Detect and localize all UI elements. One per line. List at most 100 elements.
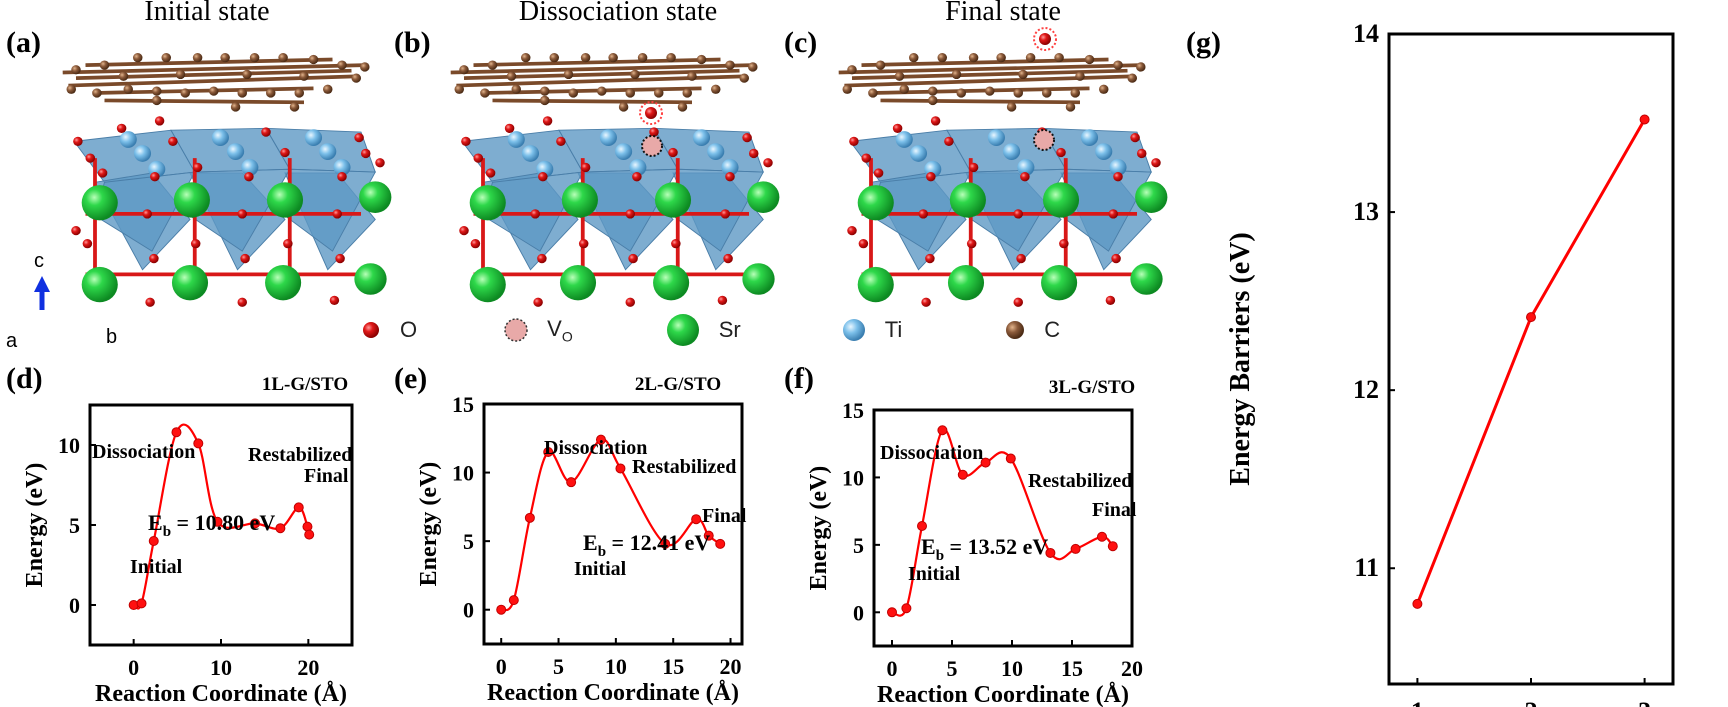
data-point — [887, 607, 897, 618]
data-point — [1639, 114, 1650, 125]
panel-letter-a: (a) — [6, 26, 41, 59]
x-tick-label: 0 — [496, 654, 507, 679]
y-tick-label: 5 — [853, 533, 864, 558]
data-point — [691, 514, 702, 525]
legend-label-vo: VO — [547, 315, 573, 345]
crystal-axes-indicator — [34, 276, 50, 310]
x-tick-label: 20 — [1121, 656, 1143, 681]
x-tick-label: 5 — [553, 654, 564, 679]
oxygen-atom-icon — [363, 322, 379, 338]
data-point — [304, 529, 315, 540]
legend-item-ti: Ti — [841, 317, 903, 343]
data-point — [148, 536, 159, 546]
y-tick-label: 10 — [842, 465, 864, 490]
panel-letter-g: (g) — [1186, 26, 1221, 59]
label-initial: Initial — [574, 558, 627, 580]
y-tick-label: 10 — [452, 461, 474, 486]
label-final: Final — [304, 465, 349, 487]
legend-item-c: C — [1004, 317, 1060, 343]
vacancy-icon — [504, 318, 528, 342]
state-title-dissociation: Dissociation state — [518, 0, 718, 27]
data-point — [524, 512, 535, 523]
chart-title: 2L-G/STO — [635, 374, 721, 395]
data-point — [595, 434, 606, 445]
y-tick-label: 15 — [452, 392, 474, 417]
data-point — [615, 463, 626, 474]
vacancy-marker-b — [641, 135, 663, 157]
state-title-initial: Initial state — [144, 0, 270, 27]
data-point — [1070, 543, 1081, 554]
data-point — [508, 595, 519, 606]
x-axis-label: Reaction Coordinate (Å) — [95, 681, 347, 707]
data-point — [566, 477, 577, 488]
y-tick-label: 5 — [463, 529, 474, 554]
plot-frame — [872, 408, 1134, 648]
x-axis-label: Reaction Coordinate (Å) — [877, 682, 1129, 707]
y-tick-label: 0 — [463, 598, 474, 623]
label-final: Final — [702, 505, 747, 527]
x-tick-label: 2 — [1525, 697, 1538, 707]
label-dissociation: Dissociation — [880, 442, 983, 464]
data-point — [957, 469, 968, 480]
x-tick-label: 1 — [1411, 697, 1424, 707]
vacancy-marker-c — [1033, 129, 1055, 151]
x-tick-label: 15 — [662, 654, 684, 679]
chart-title: 1L-G/STO — [262, 374, 348, 395]
label-energy-barrier: Eb = 10.80 eV — [148, 510, 275, 540]
data-point — [937, 425, 948, 436]
data-point — [917, 520, 927, 531]
chart-g: 12311121314Number of Graphene LayersEner… — [1225, 19, 1675, 707]
label-energy-barrier: Eb = 13.52 eV — [921, 534, 1048, 564]
data-point — [496, 604, 507, 615]
x-tick-label: 0 — [128, 655, 139, 680]
titanium-atom-icon — [842, 319, 865, 341]
plot-frame — [1387, 32, 1675, 686]
axis-label-a: a — [6, 330, 18, 352]
legend-item-o: O — [360, 317, 417, 343]
y-tick-label: 5 — [69, 513, 80, 538]
data-point — [1412, 598, 1423, 609]
data-point — [703, 530, 714, 541]
data-point — [715, 538, 726, 549]
y-tick-label: 10 — [58, 433, 80, 458]
data-point — [136, 598, 147, 609]
data-point — [250, 518, 261, 529]
data-point — [275, 523, 286, 534]
x-tick-label: 10 — [1001, 656, 1023, 681]
plot-frame — [482, 402, 744, 646]
x-tick-label: 20 — [297, 655, 319, 680]
data-point — [1005, 453, 1016, 464]
data-point — [1097, 531, 1107, 542]
x-axis-label: Reaction Coordinate (Å) — [487, 680, 739, 706]
data-point — [660, 538, 671, 549]
legend-label-sr: Sr — [718, 317, 741, 342]
label-initial: Initial — [130, 556, 183, 578]
y-tick-label: 11 — [1354, 553, 1379, 582]
data-point — [171, 427, 182, 438]
label-restabilized: Restabilized — [248, 444, 352, 466]
crystal-structures — [34, 27, 1170, 310]
x-tick-label: 10 — [605, 654, 627, 679]
data-point — [1107, 541, 1118, 552]
axis-label-b: b — [106, 326, 118, 348]
label-restabilized: Restabilized — [1028, 470, 1132, 492]
x-tick-label: 20 — [720, 654, 742, 679]
y-axis-label: Energy Barriers (eV) — [1225, 232, 1256, 485]
x-tick-label: 15 — [1061, 656, 1083, 681]
legend-label-o: O — [400, 317, 418, 342]
legend-label-ti: Ti — [884, 317, 903, 342]
x-tick-label: 3 — [1638, 697, 1651, 707]
dissociated-oxygen-b — [639, 101, 663, 125]
data-point — [293, 502, 304, 513]
y-tick-label: 0 — [853, 600, 864, 625]
y-tick-label: 12 — [1353, 375, 1379, 404]
carbon-atom-icon — [1006, 321, 1025, 339]
panel-letter-c: (c) — [784, 26, 818, 59]
panel-letter-d: (d) — [6, 362, 43, 395]
panel-letter-f: (f) — [784, 362, 814, 395]
data-point — [1045, 547, 1056, 558]
label-final: Final — [1092, 499, 1137, 521]
